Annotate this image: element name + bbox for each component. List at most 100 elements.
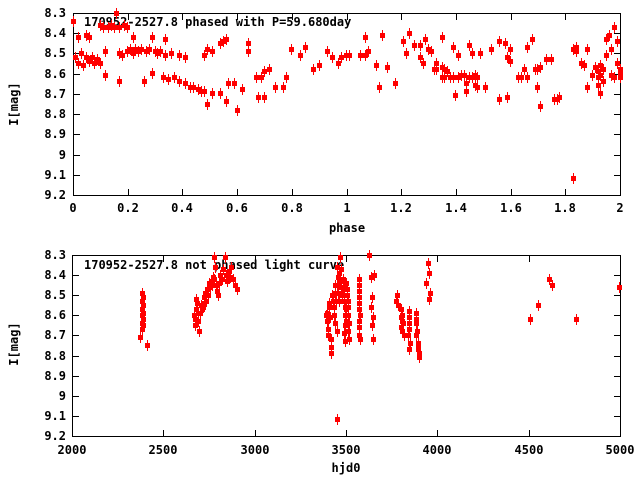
x-tick-label: 4500 — [514, 443, 544, 457]
data-point — [426, 257, 432, 269]
data-point — [204, 43, 210, 55]
data-point — [116, 76, 122, 88]
y-tick-label: 8.7 — [44, 328, 66, 342]
x-tick-label: 1.2 — [390, 201, 412, 215]
y-tick-label: 8.4 — [44, 268, 66, 282]
data-point — [571, 173, 576, 185]
data-point — [218, 88, 224, 100]
data-point — [399, 303, 405, 315]
data-point — [106, 21, 112, 33]
error-bar — [436, 64, 438, 76]
data-point — [439, 72, 445, 84]
data-point — [472, 80, 478, 92]
data-point — [302, 41, 308, 53]
data-point — [343, 309, 349, 321]
data-point — [201, 86, 207, 98]
data-point — [598, 88, 604, 100]
y-tick — [74, 94, 80, 95]
data-point — [401, 317, 407, 329]
error-bar — [202, 301, 204, 313]
data-point — [92, 58, 98, 70]
error-bar — [406, 47, 408, 59]
error-bar — [409, 337, 411, 349]
error-bar — [348, 317, 350, 329]
data-point — [125, 45, 131, 57]
data-point — [445, 66, 451, 78]
data-point — [136, 45, 142, 57]
error-bar — [415, 307, 417, 319]
data-point — [335, 261, 341, 273]
x-tick — [620, 189, 621, 195]
data-point — [428, 45, 434, 57]
error-bar — [318, 60, 320, 72]
error-bar — [510, 43, 512, 55]
data-point — [573, 41, 579, 53]
data-point — [139, 323, 145, 335]
error-bar — [597, 66, 599, 78]
data-point — [395, 289, 401, 301]
error-bar — [141, 303, 143, 315]
data-point — [232, 279, 238, 291]
data-point — [344, 49, 349, 61]
error-bar — [206, 295, 208, 307]
data-point — [369, 271, 375, 283]
error-bar — [219, 277, 221, 289]
error-bar — [216, 285, 218, 297]
error-bar — [228, 265, 230, 277]
data-point — [140, 299, 146, 311]
error-bar — [466, 86, 468, 98]
data-point — [311, 64, 317, 76]
data-point — [341, 281, 347, 293]
data-point — [177, 76, 183, 88]
y-tick — [74, 74, 80, 75]
data-point — [139, 287, 145, 299]
error-bar — [213, 251, 215, 263]
y-tick-label: 9.2 — [44, 188, 66, 202]
data-point — [423, 277, 429, 289]
error-bar — [586, 43, 588, 55]
error-bar — [409, 323, 411, 335]
error-bar — [573, 173, 574, 185]
data-point — [343, 315, 349, 327]
y-tick — [73, 376, 79, 377]
error-bar — [594, 62, 596, 74]
data-point — [73, 51, 79, 63]
data-point — [337, 267, 343, 279]
error-bar — [537, 82, 539, 94]
error-bar — [507, 92, 509, 104]
error-bar — [203, 297, 205, 309]
data-point — [519, 72, 525, 84]
error-bar — [345, 277, 347, 289]
data-point — [335, 279, 341, 291]
data-point — [201, 297, 207, 309]
data-point — [401, 35, 407, 47]
data-point — [125, 21, 131, 33]
data-point — [206, 289, 212, 301]
data-point — [574, 313, 580, 325]
data-point — [200, 301, 206, 313]
error-bar — [304, 41, 306, 53]
data-point — [369, 301, 375, 313]
error-bar — [242, 84, 244, 96]
data-point — [341, 327, 347, 339]
x-tick-label: 2000 — [57, 443, 87, 457]
error-bar — [416, 329, 418, 341]
data-point — [536, 299, 542, 311]
error-bar — [367, 45, 369, 57]
data-point — [192, 319, 198, 331]
data-point — [141, 307, 147, 319]
error-bar — [551, 54, 553, 65]
data-point — [133, 43, 139, 55]
error-bar — [198, 315, 200, 327]
error-bar — [283, 82, 285, 94]
data-point — [357, 303, 363, 315]
data-point — [357, 333, 363, 345]
error-bar — [618, 281, 620, 293]
data-point — [214, 285, 220, 297]
data-point — [357, 291, 363, 303]
error-bar — [173, 72, 175, 84]
error-bar — [345, 309, 347, 321]
data-point — [579, 58, 585, 70]
y-tick — [73, 275, 79, 276]
data-point — [469, 72, 475, 84]
